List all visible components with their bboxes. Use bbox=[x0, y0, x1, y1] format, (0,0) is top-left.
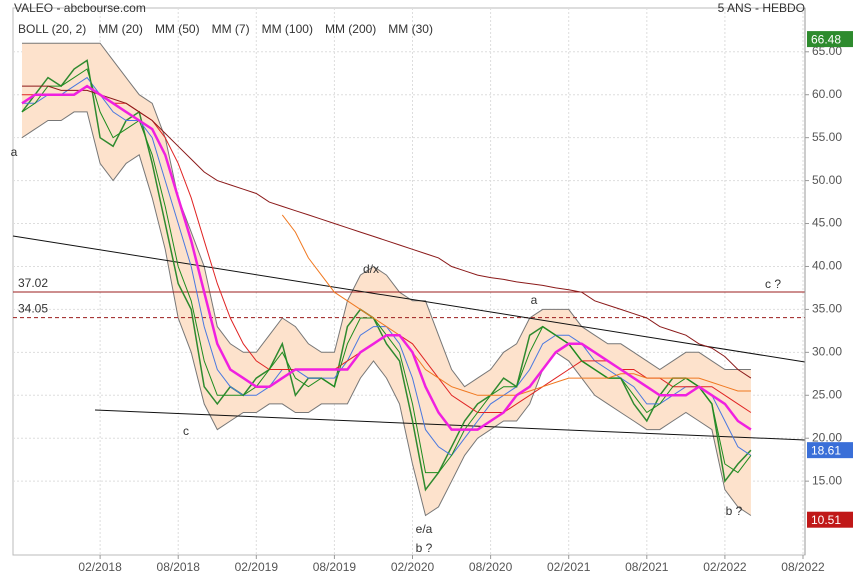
moving-average bbox=[22, 85, 752, 379]
legend-item: MM (200) bbox=[325, 22, 376, 36]
wave-annotation: b ? bbox=[416, 541, 433, 555]
legend-item: MM (100) bbox=[262, 22, 313, 36]
trend-line bbox=[12, 235, 806, 363]
y-tick-label: 30.00 bbox=[812, 345, 842, 359]
y-tick-label: 50.00 bbox=[812, 173, 842, 187]
wave-annotation: e/a bbox=[416, 522, 433, 536]
x-tick-label: 02/2018 bbox=[78, 560, 122, 574]
legend-item: BOLL (20, 2) bbox=[18, 22, 86, 36]
y-tick-label: 55.00 bbox=[812, 130, 842, 144]
level-label: 37.02 bbox=[18, 276, 48, 290]
price-tag bbox=[807, 511, 853, 528]
x-tick-label: 02/2021 bbox=[547, 560, 591, 574]
wave-annotation: b ? bbox=[726, 504, 743, 518]
x-tick-label: 02/2022 bbox=[703, 560, 747, 574]
y-tick-label: 60.00 bbox=[812, 87, 842, 101]
wave-annotation: d/x bbox=[363, 262, 379, 276]
price-tag bbox=[807, 31, 853, 48]
price-tag-label: 10.51 bbox=[811, 513, 841, 527]
y-tick-label: 25.00 bbox=[812, 387, 842, 401]
price-tag-label: 66.48 bbox=[811, 32, 841, 46]
trend-line bbox=[94, 409, 806, 441]
wave-annotation: a bbox=[531, 293, 538, 307]
x-tick-label: 08/2021 bbox=[625, 560, 669, 574]
y-tick-label: 20.00 bbox=[812, 430, 842, 444]
wave-annotation: c ? bbox=[765, 277, 781, 291]
y-tick-label: 15.00 bbox=[812, 473, 842, 487]
price-tag bbox=[807, 442, 853, 459]
legend-item: MM (30) bbox=[388, 22, 433, 36]
level-label: 34.05 bbox=[18, 302, 48, 316]
y-tick-label: 35.00 bbox=[812, 302, 842, 316]
x-tick-label: 02/2020 bbox=[391, 560, 435, 574]
x-tick-label: 08/2022 bbox=[781, 560, 825, 574]
chart-subtitle: 5 ANS - HEBDO bbox=[718, 1, 805, 15]
x-tick-label: 08/2018 bbox=[157, 560, 201, 574]
x-tick-label: 08/2019 bbox=[313, 560, 357, 574]
legend-item: MM (50) bbox=[155, 22, 200, 36]
chart-title: VALEO - abcbourse.com bbox=[14, 1, 146, 15]
y-tick-label: 45.00 bbox=[812, 216, 842, 230]
x-tick-label: 08/2020 bbox=[469, 560, 513, 574]
legend-item: MM (7) bbox=[212, 22, 250, 36]
bollinger-fill bbox=[22, 43, 751, 516]
x-tick-label: 02/2019 bbox=[235, 560, 279, 574]
price-tag-label: 18.61 bbox=[811, 443, 841, 457]
y-tick-label: 65.00 bbox=[812, 44, 842, 58]
price-line bbox=[21, 59, 752, 492]
bollinger-upper bbox=[22, 42, 751, 388]
wave-annotation: c bbox=[183, 424, 189, 438]
bollinger-lower bbox=[21, 111, 752, 517]
y-tick-label: 40.00 bbox=[812, 259, 842, 273]
legend-item: MM (20) bbox=[98, 22, 143, 36]
wave-annotation: a bbox=[11, 145, 18, 159]
moving-average bbox=[21, 84, 752, 431]
